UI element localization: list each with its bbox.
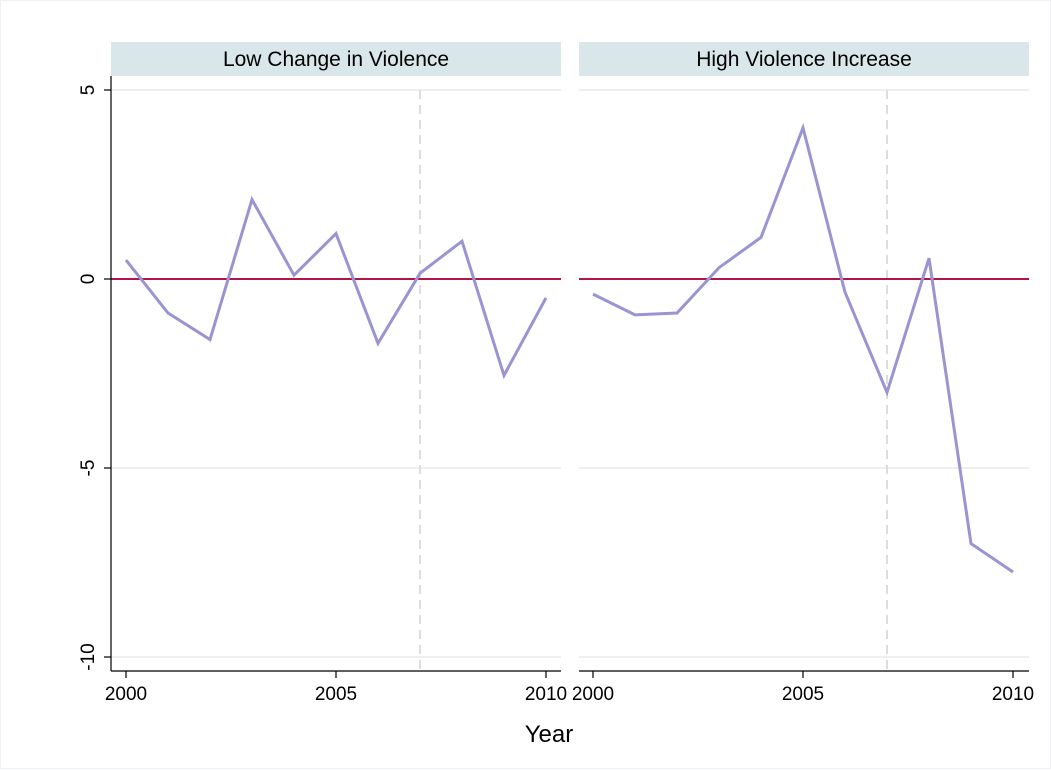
y-tick-label: 0 bbox=[78, 274, 99, 285]
panel-title: Low Change in Violence bbox=[223, 48, 449, 71]
series-line bbox=[592, 122, 1014, 574]
x-tick-label: 2010 bbox=[992, 684, 1034, 705]
strip-layer: Low Change in Violence High Violence Incr… bbox=[111, 42, 1029, 76]
series-layer bbox=[124, 122, 1014, 574]
grid-layer bbox=[111, 89, 1029, 658]
y-tick-label: 5 bbox=[78, 85, 99, 96]
x-axis-title: Year bbox=[525, 721, 574, 748]
panel-strip bbox=[579, 42, 1029, 76]
reference-layer bbox=[111, 90, 1029, 669]
x-tick-label: 2010 bbox=[525, 684, 567, 705]
x-tick-label: 2000 bbox=[105, 684, 147, 705]
x-tick-label: 2005 bbox=[315, 684, 357, 705]
panel-strip bbox=[111, 42, 561, 76]
y-tick-label: -5 bbox=[78, 460, 99, 477]
y-tick-label: -10 bbox=[78, 643, 99, 670]
x-tick-label: 2005 bbox=[782, 684, 824, 705]
series-line bbox=[124, 195, 548, 380]
panel-title: High Violence Increase bbox=[696, 48, 912, 71]
x-tick-label: 2000 bbox=[572, 684, 614, 705]
